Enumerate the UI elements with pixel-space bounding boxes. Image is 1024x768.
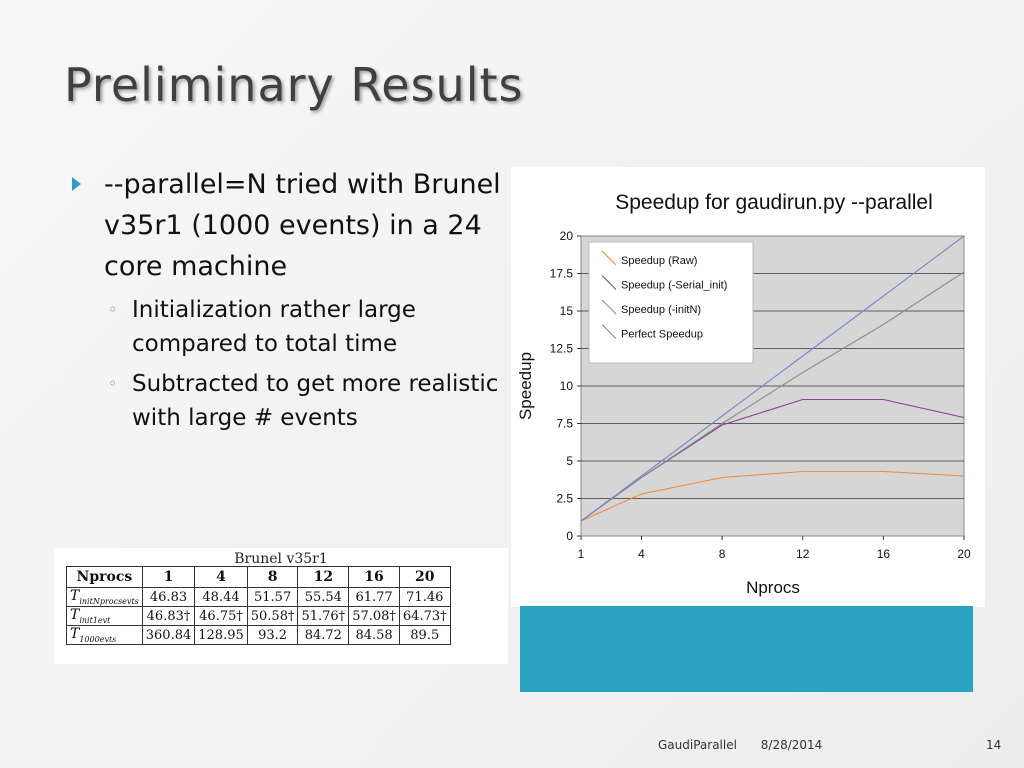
table-cell: 55.54	[297, 587, 350, 607]
series-raw-line	[580, 470, 965, 522]
table-cell: 89.5	[398, 625, 451, 645]
y-tick-label: 0	[566, 529, 573, 543]
results-table-panel: Brunel v35r1 Nprocs 1 4 8 12 16 20 TinitNprocs…	[54, 548, 508, 664]
footer-title: GaudiParallel	[658, 738, 737, 752]
legend-swatch	[601, 299, 617, 315]
x-axis-label: Nprocs	[746, 578, 800, 597]
table-cell: 64.73†	[398, 606, 451, 626]
x-tick-label: 12	[796, 547, 810, 561]
table-caption: Brunel v35r1	[234, 551, 328, 567]
table-cell: 46.83†	[141, 606, 196, 626]
bullet-arrow-icon	[72, 177, 81, 191]
bullet-item: --parallel=N tried with Brunel v35r1 (10…	[72, 164, 502, 287]
y-tick-label: 10	[560, 379, 574, 393]
footer: GaudiParallel 8/28/2014	[658, 738, 842, 752]
slide-title: Preliminary Results	[64, 58, 524, 112]
y-tick-label: 17.5	[550, 267, 574, 281]
y-tick-label: 7.5	[556, 417, 573, 431]
bullet-list: --parallel=N tried with Brunel v35r1 (10…	[72, 164, 502, 435]
legend-label: Perfect Speedup	[621, 329, 703, 341]
legend-box	[588, 241, 754, 364]
x-tick-label: 8	[719, 547, 726, 561]
table-header-nprocs: Nprocs	[66, 566, 143, 588]
table-row: T1000evts 360.84 128.95 93.2 84.72 84.58 89.5	[66, 625, 451, 645]
table-cell: 48.44	[194, 587, 248, 607]
accent-box	[520, 606, 973, 692]
table-header-cell: 12	[297, 566, 350, 588]
table-row: Tinit1evt 46.83† 46.75† 50.58† 51.76† 57.08† 6…	[66, 606, 451, 626]
table-cell: 84.58	[348, 625, 400, 645]
table-header-cell: 1	[141, 566, 196, 588]
y-tick-label: 15	[560, 304, 574, 318]
speedup-chart: 0 2.5 5 7.5 10 12.5 15 17.5 20 1 4 8 12 16 20 Speedup (…	[511, 167, 985, 607]
row-label: TinitNprocsevts	[66, 587, 143, 607]
table-header-cell: 4	[194, 566, 248, 588]
results-table: Nprocs 1 4 8 12 16 20 TinitNprocsevts 46.83 48.4…	[66, 566, 451, 645]
bullet-text: --parallel=N tried with Brunel v35r1 (10…	[104, 169, 501, 282]
table-cell: 128.95	[194, 625, 248, 645]
legend-label: Speedup (Raw)	[621, 255, 697, 267]
table-cell: 46.83	[141, 587, 196, 607]
legend-swatch	[601, 275, 617, 290]
row-label: Tinit1evt	[66, 606, 143, 626]
y-tick-label: 12.5	[550, 342, 574, 356]
circle-bullet-icon: ◦	[108, 374, 118, 393]
series-perfect-line	[580, 235, 965, 522]
table-cell: 51.57	[246, 587, 299, 607]
sub-bullet-item: ◦ Subtracted to get more realistic with …	[72, 367, 502, 435]
table-cell: 84.72	[297, 625, 350, 645]
x-tick-label: 1	[578, 547, 585, 561]
legend-swatch	[601, 250, 617, 266]
x-tick-label: 20	[957, 547, 971, 561]
circle-bullet-icon: ◦	[108, 300, 118, 319]
y-tick-label: 5	[566, 454, 573, 468]
table-cell: 71.46	[398, 587, 451, 607]
sub-bullet-text: Initialization rather large compared to …	[132, 297, 416, 357]
legend-label: Speedup (-Serial_init)	[621, 280, 727, 292]
legend-swatch	[601, 324, 617, 339]
table-cell: 360.84	[141, 625, 196, 645]
table-cell: 93.2	[246, 625, 299, 645]
sub-bullet-item: ◦ Initialization rather large compared t…	[72, 293, 502, 361]
table-cell: 46.75†	[194, 606, 248, 626]
x-tick-label: 4	[638, 547, 645, 561]
table-header-cell: 16	[348, 566, 400, 588]
y-tick-label: 2.5	[556, 492, 573, 506]
table-row: TinitNprocsevts 46.83 48.44 51.57 55.54 61.77…	[66, 587, 451, 607]
page-number: 14	[986, 738, 1002, 752]
y-tick-label: 20	[560, 229, 574, 243]
series-initn-line	[580, 271, 965, 522]
table-cell: 57.08†	[348, 606, 400, 626]
x-tick-label: 16	[877, 547, 891, 561]
table-header-row: Nprocs 1 4 8 12 16 20	[66, 566, 451, 588]
legend-label: Speedup (-initN)	[621, 304, 701, 316]
table-cell: 50.58†	[246, 606, 299, 626]
sub-bullet-text: Subtracted to get more realistic with la…	[132, 371, 499, 431]
table-header-cell: 20	[398, 566, 451, 588]
row-label: T1000evts	[66, 625, 143, 645]
table-header-cell: 8	[246, 566, 299, 588]
chart-title: Speedup for gaudirun.py --parallel	[615, 191, 933, 214]
table-cell: 51.76†	[297, 606, 350, 626]
footer-date: 8/28/2014	[760, 738, 823, 752]
y-axis-label: Speedup	[516, 352, 535, 420]
table-cell: 61.77	[348, 587, 400, 607]
